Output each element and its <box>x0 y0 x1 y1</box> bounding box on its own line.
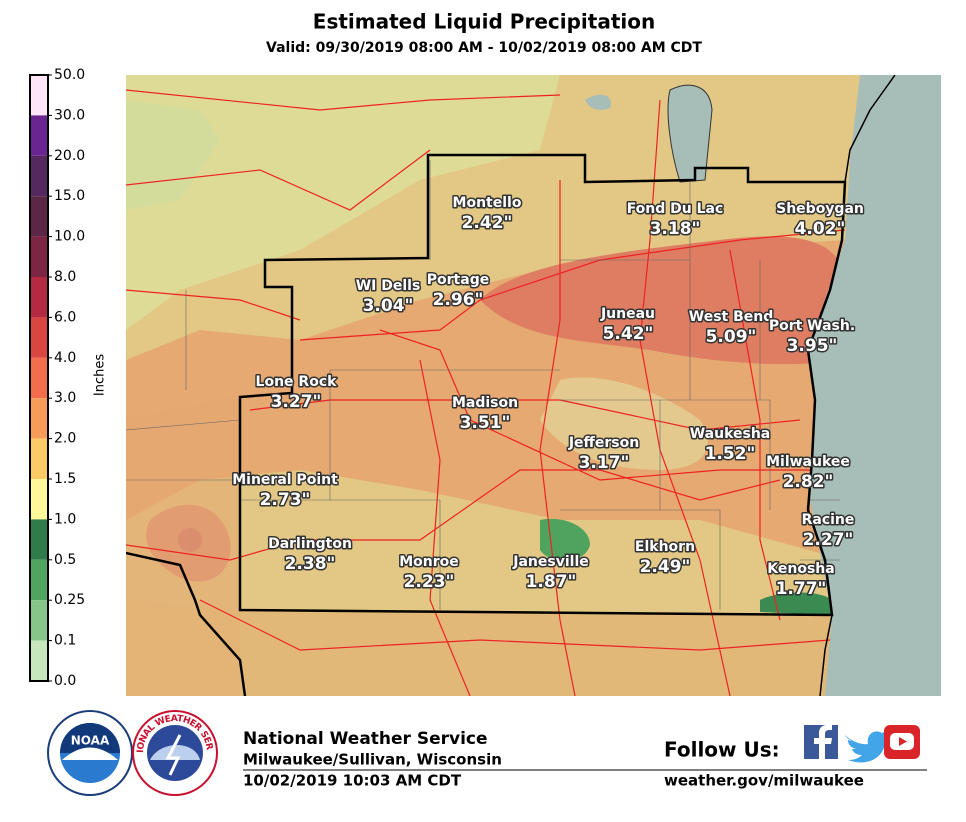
city-amount: 2.96" <box>433 290 484 310</box>
legend: Inches 50.0 30.0 20.0 15.0 10.0 8.0 6.0 4.0 3.0 2… <box>29 67 108 689</box>
city-name: Montello <box>453 195 522 211</box>
legend-label: 2.0 <box>54 431 76 447</box>
city-name: Darlington <box>268 536 352 552</box>
city-name: Portage <box>427 272 489 288</box>
city-name: Kenosha <box>767 561 834 577</box>
city-name: Monroe <box>399 554 459 570</box>
city-amount: 2.42" <box>462 213 513 233</box>
city-amount: 3.27" <box>271 392 322 412</box>
office-name: National Weather Service <box>243 729 488 749</box>
subtitle: Valid: 09/30/2019 08:00 AM - 10/02/2019 … <box>266 40 702 56</box>
city-amount: 2.38" <box>285 554 336 574</box>
twitter-icon[interactable] <box>845 730 890 763</box>
legend-swatch <box>30 115 48 156</box>
city-amount: 4.02" <box>795 219 846 239</box>
title: Estimated Liquid Precipitation <box>313 10 655 34</box>
legend-label: 6.0 <box>54 309 76 325</box>
website: weather.gov/milwaukee <box>664 772 864 790</box>
city-name: Port Wash. <box>769 318 855 334</box>
legend-frame <box>29 74 49 682</box>
city-name: Madison <box>452 395 518 411</box>
city-amount: 1.77" <box>776 579 827 599</box>
legend-label: 0.0 <box>54 673 76 689</box>
issued-time: 10/02/2019 10:03 AM CDT <box>243 772 462 790</box>
city-name: West Bend <box>689 309 774 325</box>
legend-label: 1.0 <box>54 511 76 527</box>
legend-label: 50.0 <box>54 67 85 83</box>
city-name: Jefferson <box>568 435 639 451</box>
legend-label: 0.5 <box>54 552 76 568</box>
legend-swatch <box>30 398 48 439</box>
city-amount: 3.04" <box>363 296 414 316</box>
legend-label: 8.0 <box>54 269 76 285</box>
city-name: Milwaukee <box>766 454 850 470</box>
office-location: Milwaukee/Sullivan, Wisconsin <box>243 751 502 769</box>
legend-label: 0.25 <box>54 592 85 608</box>
legend-label: 20.0 <box>54 148 85 164</box>
follow-label: Follow Us: <box>664 738 780 762</box>
city-name: Sheboygan <box>776 201 864 217</box>
legend-label: 30.0 <box>54 107 85 123</box>
legend-swatch <box>30 559 48 601</box>
city-amount: 2.23" <box>404 572 455 592</box>
youtube-icon[interactable] <box>884 725 920 759</box>
city-name: Elkhorn <box>635 539 695 555</box>
city-amount: 2.27" <box>803 530 854 550</box>
legend-swatch <box>30 155 48 197</box>
city-amount: 3.18" <box>650 219 701 239</box>
city-amount: 2.49" <box>640 557 691 577</box>
legend-swatch <box>30 317 48 358</box>
city-name: WI Dells <box>356 278 421 294</box>
legend-swatch <box>30 75 48 116</box>
city-name: Lone Rock <box>256 374 338 390</box>
city-name: Juneau <box>600 306 655 322</box>
city-name: Mineral Point <box>232 472 338 488</box>
noaa-logo-text: NOAA <box>71 734 110 748</box>
legend-swatch <box>30 236 48 277</box>
city-amount: 5.09" <box>706 327 757 347</box>
city-amount: 1.87" <box>526 572 577 592</box>
legend-title: Inches <box>93 354 108 396</box>
map: Montello 2.42" Fond Du Lac 3.18" Sheboygan 4.… <box>126 75 941 696</box>
legend-label: 3.0 <box>54 390 76 406</box>
legend-swatch <box>30 196 48 237</box>
city-name: Fond Du Lac <box>627 201 724 217</box>
legend-swatch <box>30 479 48 520</box>
city-amount: 2.82" <box>783 472 834 492</box>
legend-label: 4.0 <box>54 350 76 366</box>
legend-swatch <box>30 277 48 318</box>
legend-label: 10.0 <box>54 229 85 245</box>
legend-swatch <box>30 600 48 641</box>
city-amount: 1.52" <box>705 444 756 464</box>
legend-swatch <box>30 438 48 479</box>
city-amount: 3.51" <box>460 413 511 433</box>
city-amount: 3.95" <box>787 336 838 356</box>
legend-label: 15.0 <box>54 188 85 204</box>
legend-swatch <box>30 357 48 399</box>
legend-swatch <box>30 519 48 560</box>
city-amount: 2.73" <box>260 490 311 510</box>
city-name: Waukesha <box>690 426 771 442</box>
city-name: Janesville <box>512 554 588 570</box>
facebook-icon[interactable] <box>804 725 838 759</box>
city-amount: 5.42" <box>603 324 654 344</box>
legend-label: 0.1 <box>54 633 76 649</box>
city-name: Racine <box>802 512 855 528</box>
legend-swatch <box>30 640 48 681</box>
legend-label: 1.5 <box>54 471 76 487</box>
city-amount: 3.17" <box>579 453 630 473</box>
